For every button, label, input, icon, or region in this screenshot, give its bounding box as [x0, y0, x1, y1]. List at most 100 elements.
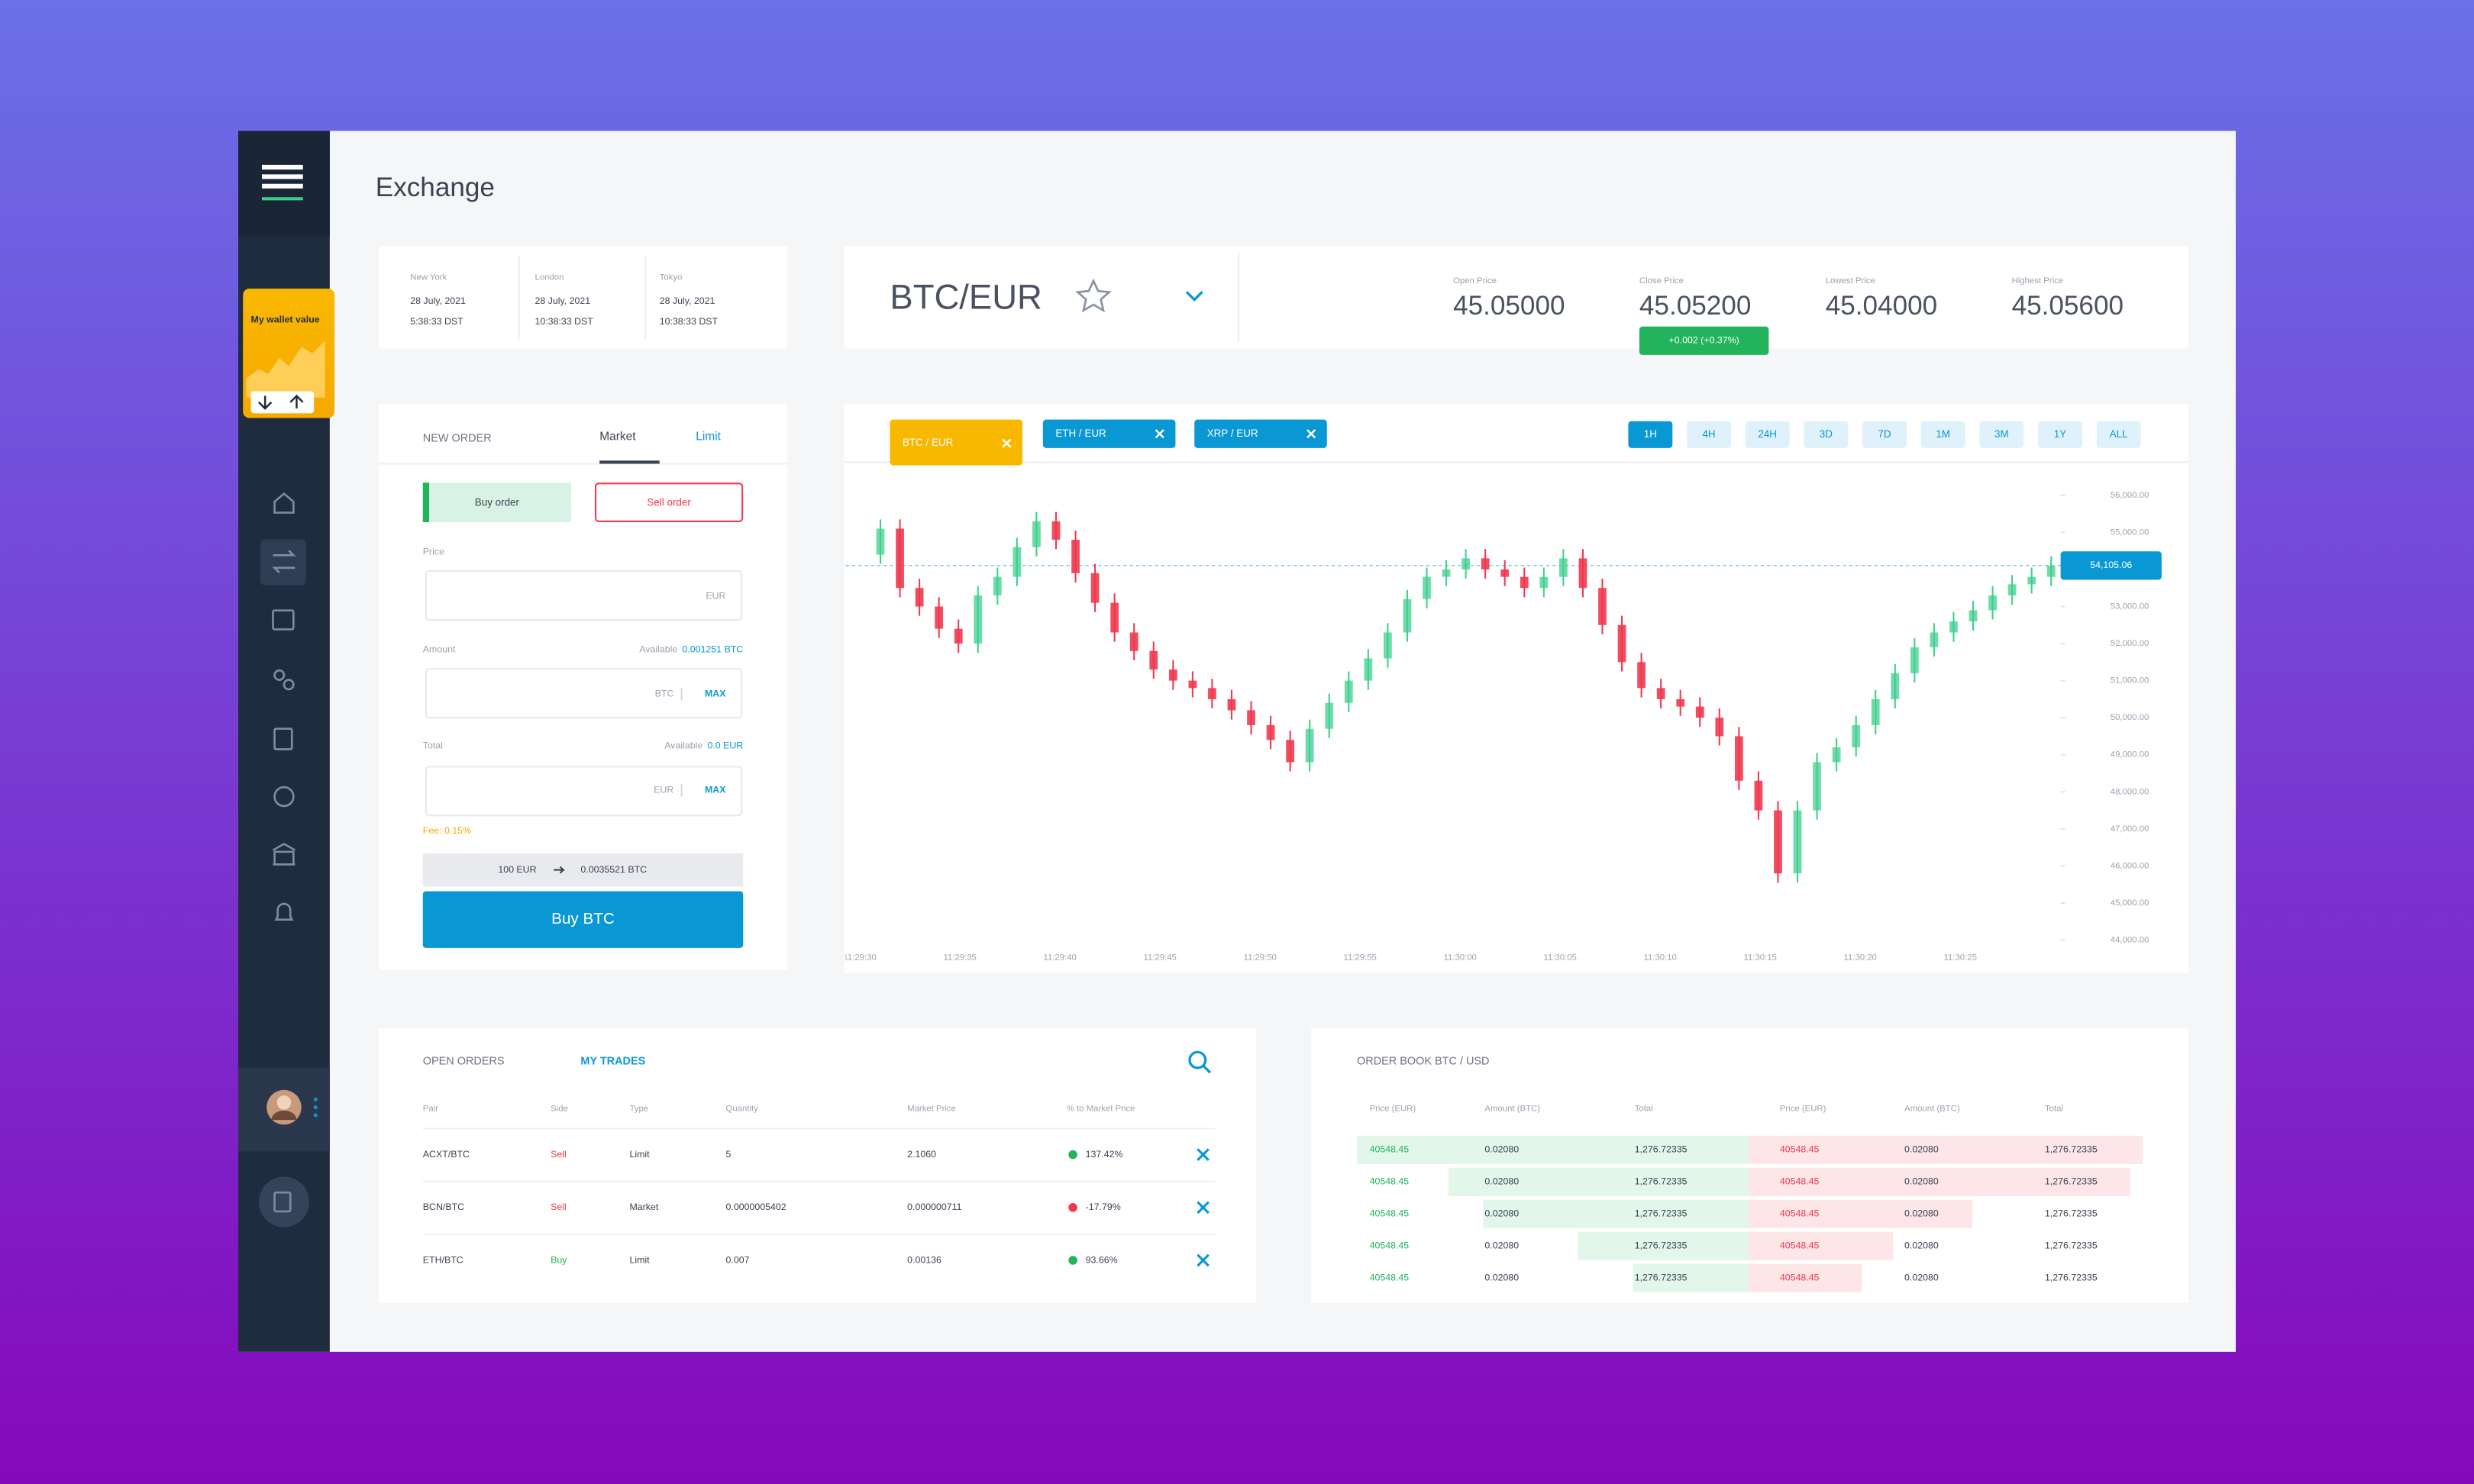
field-max: MAX — [705, 688, 726, 698]
nav-transfer[interactable] — [273, 669, 295, 691]
pair-tab[interactable] — [890, 419, 1022, 466]
range-button[interactable] — [1804, 421, 1849, 448]
candle-body — [1852, 724, 1861, 748]
stat-value: 45.05000 — [1453, 291, 1565, 321]
pair-tab-close[interactable] — [1306, 429, 1316, 439]
sell-order-button[interactable] — [595, 482, 744, 522]
candle-body — [1676, 698, 1685, 707]
cell: 0.0000005402 — [726, 1202, 786, 1212]
nav-home[interactable] — [273, 492, 295, 514]
cell: 1,276.72335 — [2045, 1240, 2098, 1250]
candle-body — [1032, 521, 1041, 547]
range-label: 4H — [1702, 428, 1715, 440]
column-header: Pair — [423, 1105, 438, 1114]
favorite-star[interactable] — [1075, 278, 1112, 313]
logout-button[interactable] — [258, 1176, 309, 1228]
range-button[interactable] — [1979, 421, 2024, 448]
total-input[interactable] — [425, 766, 743, 817]
price-input[interactable] — [425, 569, 743, 621]
buy-btc-button[interactable] — [422, 891, 744, 948]
candle-body — [1930, 632, 1939, 647]
nav-exchange[interactable] — [272, 550, 296, 574]
clock-time: 5:38:33 DST — [410, 316, 463, 327]
pair-tab-label: XRP / EUR — [1207, 427, 1258, 439]
logo[interactable] — [262, 164, 303, 201]
range-button[interactable] — [1745, 421, 1790, 448]
buy-btc-label: Buy BTC — [551, 910, 615, 928]
pair-tab[interactable] — [1042, 419, 1176, 448]
amount-input[interactable] — [425, 668, 743, 719]
candle-body — [1774, 810, 1782, 874]
available-label: Available — [639, 644, 677, 655]
candle-body — [1305, 728, 1314, 763]
cell: ACXT/BTC — [423, 1149, 470, 1160]
candle-body — [954, 628, 963, 644]
cancel-order[interactable] — [1197, 1253, 1210, 1267]
cell: 40548.45 — [1780, 1240, 1820, 1250]
pair-dropdown[interactable] — [1185, 291, 1203, 302]
cell: 1,276.72335 — [2045, 1272, 2098, 1282]
range-button[interactable] — [1687, 421, 1731, 448]
cell: -17.79% — [1086, 1202, 1121, 1212]
nav-support[interactable] — [273, 786, 295, 808]
nav-notifications[interactable] — [274, 902, 294, 921]
range-label: 3M — [1994, 428, 2009, 440]
x-tick-label: 11:29:45 — [1143, 953, 1176, 962]
range-button[interactable] — [2038, 421, 2082, 448]
cell: 0.02080 — [1484, 1208, 1519, 1219]
cancel-order[interactable] — [1197, 1201, 1210, 1215]
stat-value: 45.05600 — [2012, 291, 2124, 321]
cell: 40548.45 — [1370, 1176, 1410, 1187]
candle-body — [2027, 576, 2036, 585]
cell: 40548.45 — [1780, 1144, 1820, 1155]
candle-body — [1617, 624, 1626, 663]
candle-body — [1656, 688, 1665, 699]
range-button[interactable] — [1628, 421, 1673, 448]
candle-body — [1461, 558, 1470, 569]
range-button[interactable] — [2096, 421, 2141, 448]
column-header: Price (EUR) — [1780, 1105, 1826, 1114]
field-label: Price — [423, 546, 444, 556]
orders-tab: OPEN ORDERS — [423, 1055, 505, 1067]
cell: 1,276.72335 — [1635, 1176, 1688, 1187]
y-tick-label: 48,000.00 — [2111, 787, 2149, 796]
nav-orders[interactable] — [273, 727, 293, 750]
cell: ETH/BTC — [423, 1254, 463, 1265]
trend-dot — [1068, 1202, 1077, 1212]
bid-depth — [1483, 1199, 1749, 1228]
order-book-title: ORDER BOOK BTC / USD — [1357, 1055, 1489, 1067]
avatar[interactable] — [266, 1089, 318, 1125]
candle-body — [1949, 621, 1958, 633]
wallet-card[interactable] — [243, 289, 335, 418]
pair-title: BTC/EUR — [890, 278, 1042, 317]
y-tick-label: 46,000.00 — [2111, 861, 2149, 870]
candle-body — [1559, 558, 1568, 577]
column-header: Total — [2045, 1105, 2063, 1114]
range-button[interactable] — [1862, 421, 1907, 448]
y-tick-label: 51,000.00 — [2111, 676, 2149, 686]
nav-bank[interactable] — [272, 842, 296, 866]
column-header: Side — [551, 1105, 568, 1114]
clock-date: 28 July, 2021 — [410, 295, 466, 306]
candle-body — [1754, 780, 1763, 811]
search-icon[interactable] — [1188, 1050, 1212, 1074]
cell: 40548.45 — [1370, 1208, 1410, 1219]
pair-tab-label: ETH / EUR — [1055, 427, 1106, 439]
buy-order-button[interactable] — [422, 482, 572, 522]
candle-body — [935, 606, 944, 629]
pair-tab-close[interactable] — [1002, 438, 1012, 448]
cell: 0.02080 — [1904, 1240, 1939, 1250]
x-tick-label: 11:29:30 — [843, 953, 876, 962]
pair-tab-close[interactable] — [1155, 429, 1164, 439]
range-label: 1Y — [2054, 428, 2066, 440]
range-button[interactable] — [1920, 421, 1965, 448]
stat-change: +0.002 (+0.37%) — [1669, 335, 1739, 346]
y-tick-label: 45,000.00 — [2111, 898, 2149, 908]
pair-tab[interactable] — [1194, 419, 1327, 448]
candle-body — [1637, 662, 1646, 689]
stat-label: Lowest Price — [1826, 276, 1875, 286]
nav-wallet[interactable] — [272, 609, 295, 631]
candle-body — [1793, 810, 1802, 874]
cancel-order[interactable] — [1197, 1148, 1210, 1161]
